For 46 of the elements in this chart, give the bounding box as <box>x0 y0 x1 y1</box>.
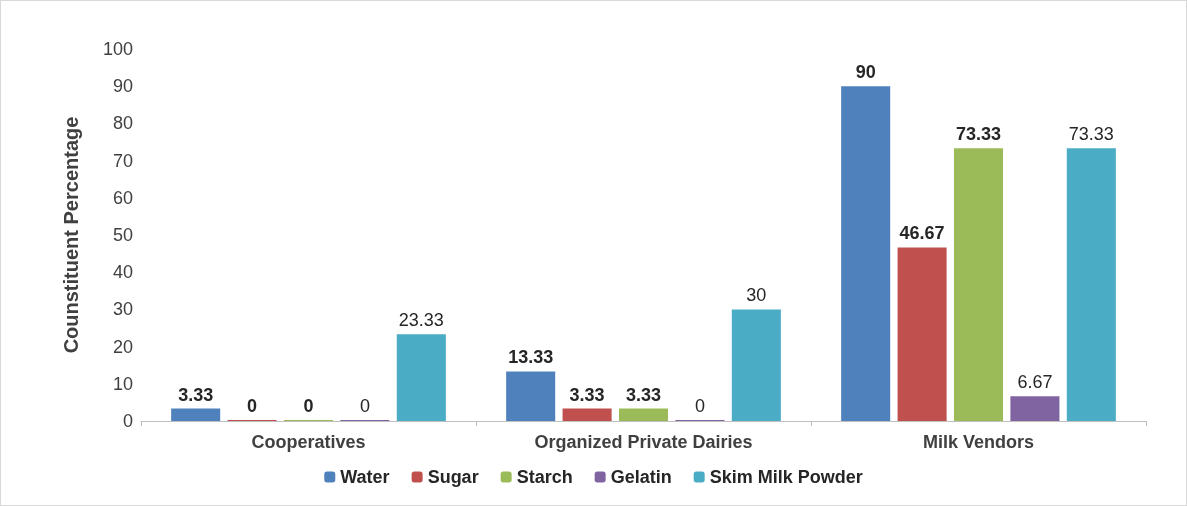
legend-label: Gelatin <box>610 467 672 487</box>
data-label: 90 <box>855 62 876 83</box>
data-label: 0 <box>303 396 314 416</box>
y-tick-label: 50 <box>112 225 133 245</box>
data-label: 73.33 <box>955 124 1002 145</box>
data-label: 3.33 <box>625 384 662 405</box>
bar <box>396 334 446 421</box>
y-tick-label: 10 <box>112 373 133 394</box>
data-label: 6.67 <box>1017 372 1053 393</box>
bar <box>953 148 1004 421</box>
x-tick-label: Cooperatives <box>251 432 366 452</box>
bar <box>897 247 947 421</box>
y-tick-label: 80 <box>112 113 133 134</box>
bar <box>171 408 221 421</box>
legend-label: Starch <box>516 467 573 487</box>
x-tick-label: Organized Private Dairies <box>534 432 753 452</box>
data-label: 0 <box>694 396 705 416</box>
bar <box>1010 396 1060 421</box>
y-tick-label: 40 <box>112 262 133 283</box>
x-tick-label: Milk Vendors <box>922 432 1035 452</box>
bar <box>618 408 669 421</box>
bar <box>562 408 612 421</box>
y-tick-label: 60 <box>112 187 133 208</box>
bar <box>1066 148 1116 421</box>
y-tick-label: 70 <box>112 150 133 171</box>
data-label: 23.33 <box>398 310 444 331</box>
y-axis-title: Counstituent Percentage <box>60 116 82 354</box>
legend-label: Skim Milk Powder <box>709 467 863 487</box>
y-tick-label: 100 <box>102 39 133 59</box>
data-label: 13.33 <box>508 347 554 368</box>
bar <box>731 309 781 421</box>
bar <box>841 86 891 421</box>
data-label: 46.67 <box>899 223 945 244</box>
data-label: 0 <box>247 396 258 416</box>
y-tick-label: 20 <box>112 336 133 357</box>
y-tick-label: 30 <box>112 299 133 320</box>
bar <box>506 371 556 421</box>
data-label: 3.33 <box>178 384 214 405</box>
legend-label: Sugar <box>427 467 479 487</box>
y-tick-label: 90 <box>112 76 133 97</box>
data-label: 0 <box>359 396 370 416</box>
data-label: 30 <box>746 285 767 306</box>
data-label: 73.33 <box>1068 124 1114 145</box>
data-label: 3.33 <box>569 384 605 405</box>
legend-label: Water <box>340 467 390 487</box>
y-tick-label: 0 <box>122 411 133 431</box>
